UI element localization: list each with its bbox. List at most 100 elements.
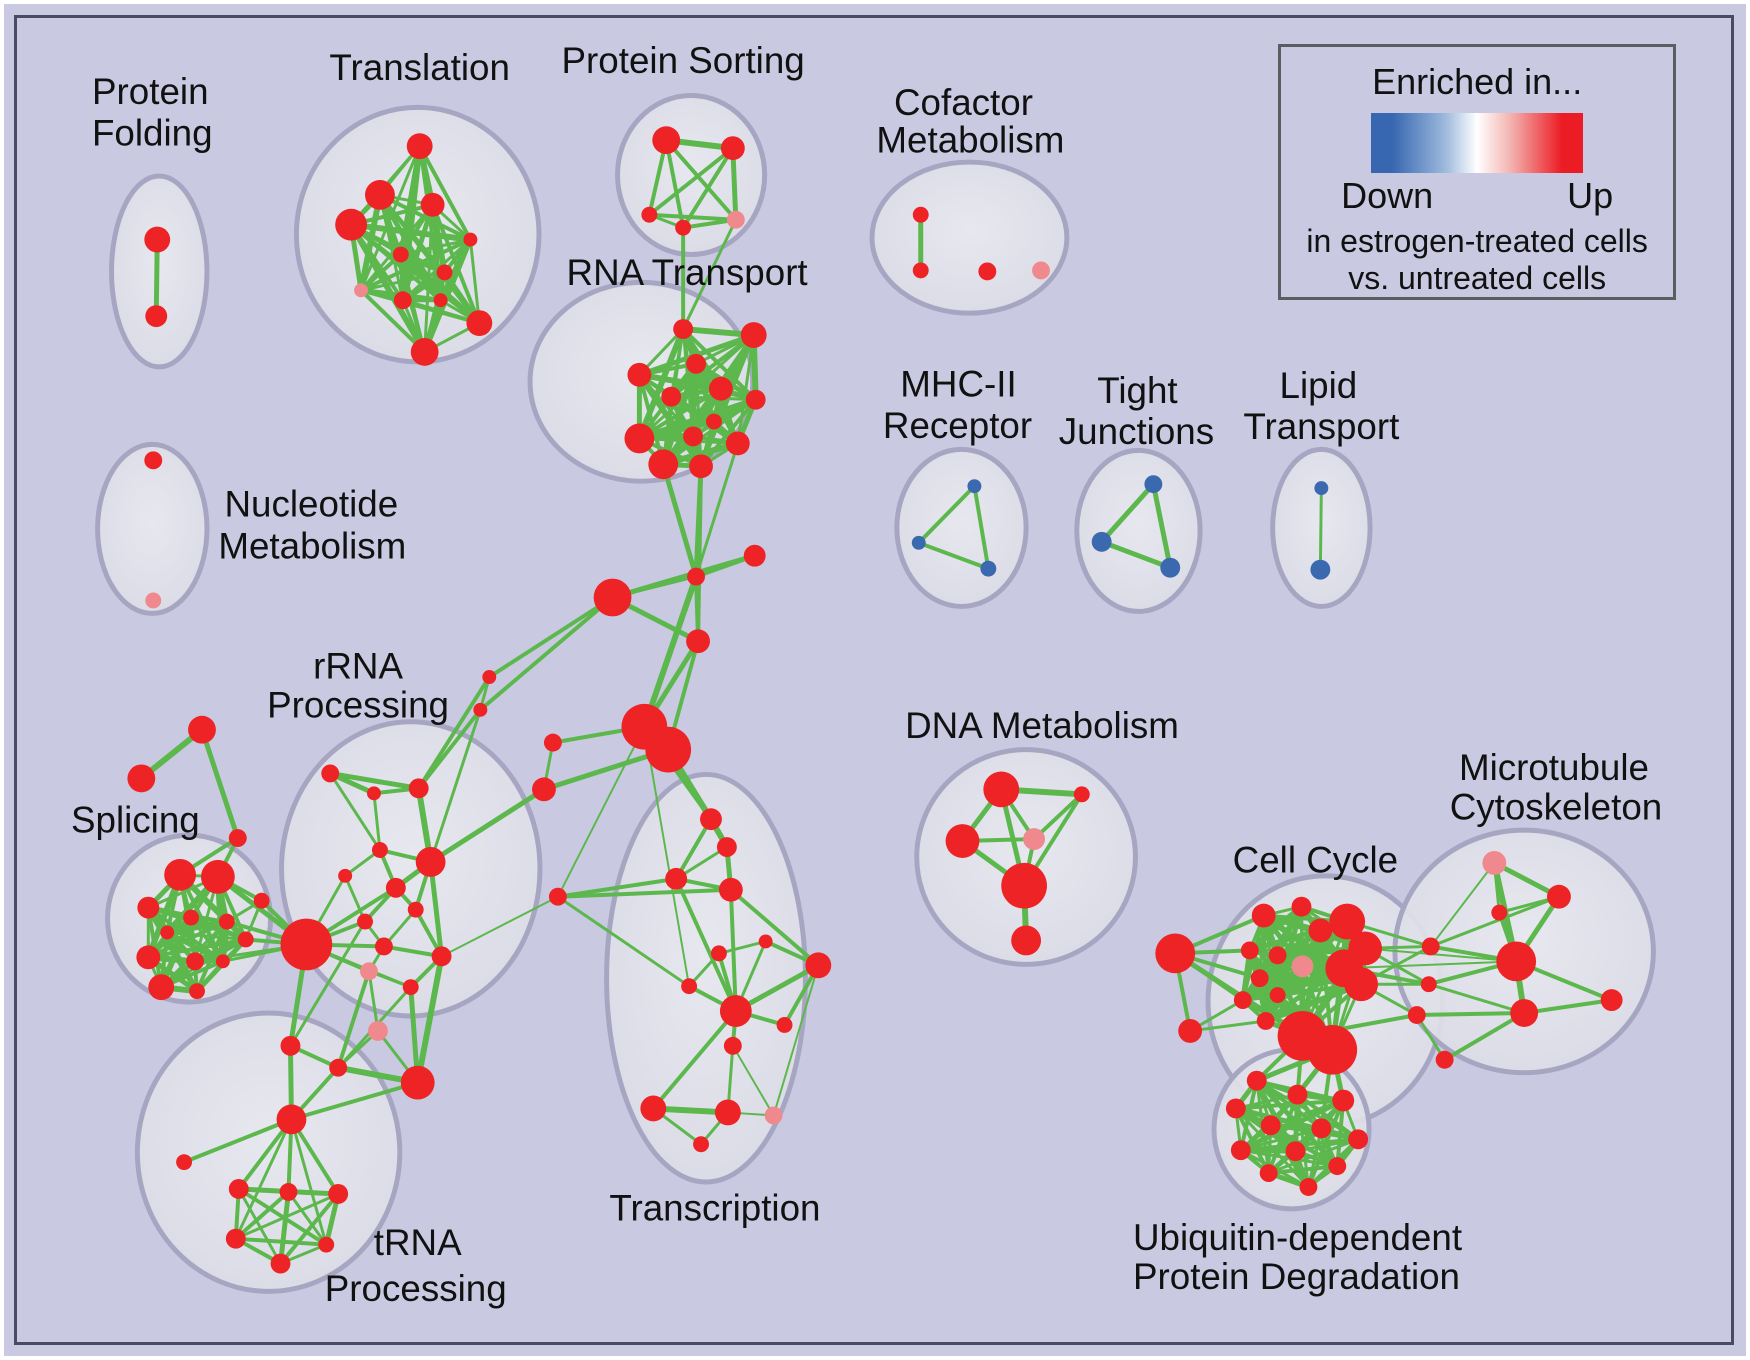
edge-ps2-ps4 xyxy=(681,146,735,230)
edge-tnP-rr12 xyxy=(367,969,380,1033)
node-tr9 xyxy=(393,291,412,310)
node-cf1 xyxy=(912,206,929,223)
cluster-label-translation-line1: Translation xyxy=(329,47,510,88)
mesh-edge xyxy=(359,144,422,292)
node-tr7 xyxy=(436,264,453,281)
mesh-edge xyxy=(400,298,482,326)
cluster-ellipse-mhc_ii_receptor xyxy=(894,446,1029,609)
node-ps5 xyxy=(726,210,745,229)
node-rt7 xyxy=(745,389,766,410)
node-dn6 xyxy=(1011,925,1042,956)
node-cf3 xyxy=(978,262,997,281)
node-mt5 xyxy=(1510,999,1539,1027)
edge-spA-spJ xyxy=(199,727,241,841)
legend-caption-line2: vs. untreated cells xyxy=(1348,259,1607,296)
node-tj2 xyxy=(1091,531,1112,552)
mesh-edge xyxy=(359,237,473,293)
node-rt5 xyxy=(661,386,682,407)
node-sp9 xyxy=(148,974,175,1001)
legend-gradient-bar xyxy=(1371,112,1584,173)
node-pf1 xyxy=(144,226,171,253)
mesh-edge xyxy=(399,238,472,257)
node-tnR2 xyxy=(279,1183,298,1201)
node-rr13 xyxy=(402,979,419,996)
node-rt11 xyxy=(648,449,679,480)
edge-cc8-mt4 xyxy=(1364,947,1518,963)
node-tc1 xyxy=(700,808,722,831)
mesh-edge xyxy=(468,238,481,325)
node-ub1 xyxy=(1246,1070,1267,1091)
mesh-edge xyxy=(417,144,473,242)
cluster-ellipse-protein_sorting xyxy=(615,92,768,258)
node-ch4 xyxy=(686,629,710,654)
legend-up-label: Up xyxy=(1567,174,1614,216)
edge-ch1-cn2 xyxy=(478,595,615,712)
mesh-edge xyxy=(146,919,229,960)
node-cn2 xyxy=(473,702,488,717)
cluster-ellipse-rrna_processing xyxy=(279,719,543,1019)
node-pf2 xyxy=(145,305,168,328)
node-cc18 xyxy=(1307,1024,1358,1075)
cluster-ellipse-transcription xyxy=(604,771,808,1185)
node-cc5 xyxy=(1240,941,1259,960)
node-ub7 xyxy=(1348,1129,1369,1150)
node-tnR1 xyxy=(228,1179,249,1199)
node-mt4 xyxy=(1496,941,1537,982)
cluster-label-lipid_transport-line2: Transport xyxy=(1243,406,1399,447)
mesh-edge xyxy=(359,270,447,292)
node-spA xyxy=(188,715,216,744)
node-tnT3 xyxy=(400,1065,435,1100)
cluster-label-microtubule_cytoskeleton-line1: Microtubule xyxy=(1459,747,1649,788)
node-ub3 xyxy=(1332,1089,1355,1112)
mesh-edge xyxy=(1239,1126,1323,1152)
edge-cb1-mt1 xyxy=(1429,861,1496,948)
cluster-label-dna_metabolism-line1: DNA Metabolism xyxy=(905,705,1179,746)
node-tr3 xyxy=(420,192,445,217)
edge-mt5-mt7 xyxy=(1442,1011,1527,1062)
edge-cc12-mt4 xyxy=(1343,960,1518,970)
mesh-edge xyxy=(359,252,403,293)
node-nm1 xyxy=(144,451,163,470)
node-tj3 xyxy=(1160,557,1181,578)
edge-cb1-mt2 xyxy=(1429,895,1561,948)
node-cf4 xyxy=(1032,261,1050,280)
node-tc4 xyxy=(718,877,743,902)
node-sp10 xyxy=(189,983,205,1000)
edge-tc9-tc12 xyxy=(651,1009,738,1111)
mesh-edge xyxy=(234,1192,340,1241)
node-ch2 xyxy=(687,567,706,586)
node-ub12 xyxy=(1299,1178,1318,1196)
edge-lt1-lt2 xyxy=(1318,486,1323,572)
node-tc11 xyxy=(723,1036,742,1055)
node-sp8 xyxy=(218,913,235,930)
node-sp3 xyxy=(137,896,160,919)
node-rr12 xyxy=(360,962,378,981)
node-tnP xyxy=(368,1020,388,1041)
node-tc10 xyxy=(776,1017,793,1033)
mesh-edge xyxy=(1262,981,1365,1024)
edge-ps2-ps5 xyxy=(730,145,739,223)
legend-axis-labels: Down Up xyxy=(1341,175,1613,217)
node-ps3 xyxy=(641,206,658,223)
node-tr6 xyxy=(463,232,478,247)
node-rr1 xyxy=(321,764,340,783)
edge-tnH-tnR4 xyxy=(234,1117,293,1241)
edge-cn1-rr3 xyxy=(416,675,492,791)
node-sp4 xyxy=(183,909,199,926)
node-rrH xyxy=(280,918,333,971)
mesh-edge xyxy=(278,1189,291,1267)
node-dn4 xyxy=(1023,828,1045,850)
edge-rt11-ch2 xyxy=(660,461,699,580)
node-rr3 xyxy=(408,778,429,799)
node-tr11 xyxy=(466,310,493,337)
edge-cn2-rr6 xyxy=(429,708,482,864)
node-rr8 xyxy=(407,901,424,918)
edge-rr5-rr9 xyxy=(343,874,367,924)
node-rr6 xyxy=(415,847,446,877)
enrichment-map-figure: Protein Folding Translation Protein Sorting… xyxy=(4,4,1746,1356)
edge-ps2-ps3 xyxy=(647,146,735,217)
mesh-edge xyxy=(1246,903,1305,954)
edge-tcx-tc3 xyxy=(555,876,679,899)
node-sp5 xyxy=(160,925,175,940)
